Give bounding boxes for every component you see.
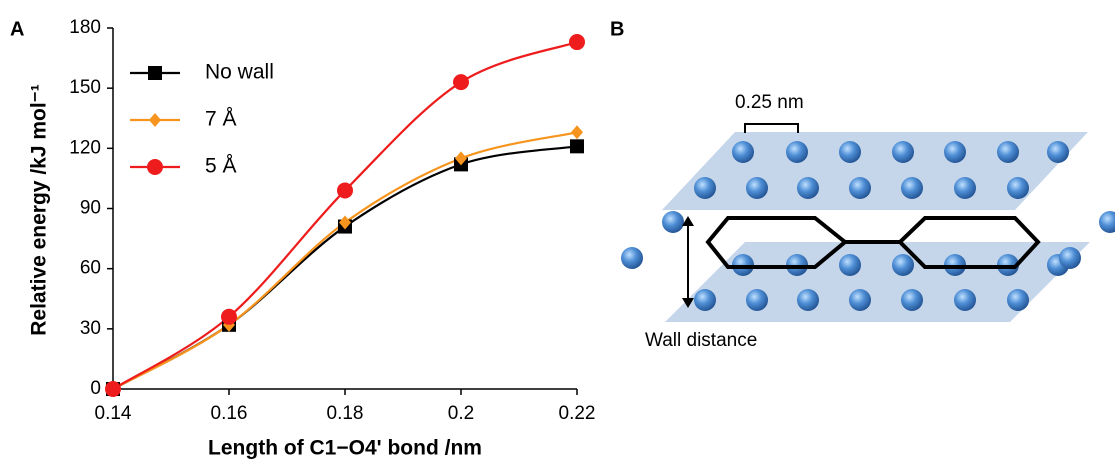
legend-label: 5 Å xyxy=(205,155,237,178)
y-tick-label: 30 xyxy=(80,318,101,339)
plot-area: 0 30 60 90 120 150 180 0.14 0.16 0.18 0.2 0.22 No wa… xyxy=(69,17,595,424)
y-tick-label: 150 xyxy=(69,77,101,98)
atom xyxy=(944,141,966,163)
atom xyxy=(901,289,923,311)
marker xyxy=(105,381,121,397)
atom xyxy=(694,289,716,311)
lower-wall xyxy=(665,242,1090,322)
spacing-bracket xyxy=(744,123,799,133)
marker xyxy=(570,139,584,154)
arrow-head xyxy=(682,216,694,226)
atom xyxy=(621,247,643,269)
marker xyxy=(147,159,163,175)
atom xyxy=(746,289,768,311)
arrow-head xyxy=(682,298,694,308)
y-tick-label: 60 xyxy=(80,258,101,279)
x-tick-label: 0.2 xyxy=(448,403,474,424)
atom xyxy=(849,177,871,199)
panel-label: B xyxy=(610,18,624,40)
marker xyxy=(455,151,467,166)
marker xyxy=(569,34,585,51)
spacing-label: 0.25 nm xyxy=(735,92,804,113)
marker xyxy=(337,182,353,199)
atom xyxy=(901,177,923,199)
panel-label: A xyxy=(10,18,24,40)
marker xyxy=(149,113,161,127)
atom xyxy=(786,141,808,163)
y-tick-label: 0 xyxy=(90,378,101,399)
upper-wall xyxy=(662,132,1088,210)
atoms xyxy=(621,141,1115,311)
atom xyxy=(746,177,768,199)
legend-label: 7 Å xyxy=(205,108,237,131)
atom xyxy=(892,254,914,276)
atom xyxy=(892,141,914,163)
x-tick-label: 0.16 xyxy=(211,403,248,424)
atom xyxy=(797,177,819,199)
atom xyxy=(954,177,976,199)
legend-label: No wall xyxy=(205,61,274,84)
marker xyxy=(453,74,469,91)
diagram: B Wall distance 0.25 nm xyxy=(610,18,1115,351)
y-tick-label: 90 xyxy=(80,198,101,219)
atom xyxy=(694,177,716,199)
atom xyxy=(839,141,861,163)
atom xyxy=(954,289,976,311)
atom xyxy=(1099,211,1115,233)
marker xyxy=(221,308,237,325)
marker xyxy=(148,66,162,80)
atom xyxy=(1007,289,1029,311)
marker xyxy=(571,125,583,140)
y-tick-label: 180 xyxy=(69,17,101,38)
atom xyxy=(732,141,754,163)
x-tick-label: 0.18 xyxy=(327,403,364,424)
x-tick-label: 0.22 xyxy=(559,403,596,424)
atom xyxy=(839,254,861,276)
y-axis-label: Relative energy /kJ mol⁻¹ xyxy=(28,84,51,336)
ring xyxy=(705,216,849,269)
atom xyxy=(1047,141,1069,163)
atom xyxy=(797,289,819,311)
atom xyxy=(997,141,1019,163)
atom xyxy=(1059,247,1081,269)
atom xyxy=(849,289,871,311)
atom xyxy=(1007,177,1029,199)
atom xyxy=(662,211,684,233)
x-axis-label: Length of C1−O4' bond /nm xyxy=(208,437,482,460)
wall-distance-label: Wall distance xyxy=(645,330,757,351)
series-line xyxy=(112,40,578,390)
marker xyxy=(339,215,351,230)
x-tick-label: 0.14 xyxy=(95,403,132,424)
y-tick-label: 120 xyxy=(69,137,101,158)
